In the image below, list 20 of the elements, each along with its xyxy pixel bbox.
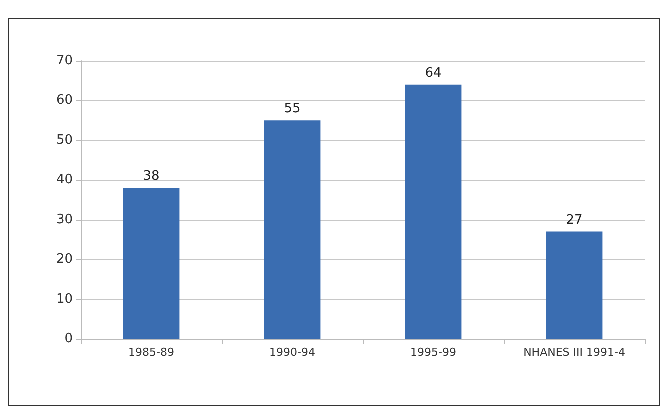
data-label: 55: [284, 102, 301, 117]
data-label: 38: [143, 169, 160, 184]
x-tick-label: 1995-99: [410, 346, 456, 359]
bar: [264, 120, 321, 339]
y-tick-label: 30: [56, 212, 73, 228]
x-tick-label: NHANES III 1991-4: [524, 346, 626, 359]
y-tick-label: 50: [56, 132, 73, 148]
y-tick-label: 60: [56, 93, 73, 108]
data-label: 27: [566, 212, 583, 228]
x-tick-label: 1985-89: [128, 346, 174, 359]
y-tick-label: 20: [56, 252, 73, 268]
bar: [123, 188, 180, 339]
y-tick-label: 70: [56, 54, 73, 68]
bar: [405, 84, 462, 339]
data-label: 64: [425, 66, 442, 81]
y-tick-label: 0: [64, 332, 73, 346]
y-tick-label: 10: [56, 292, 73, 307]
bar: [546, 232, 603, 339]
x-tick-label: 1990-94: [270, 346, 316, 359]
y-tick-label: 40: [56, 172, 73, 188]
